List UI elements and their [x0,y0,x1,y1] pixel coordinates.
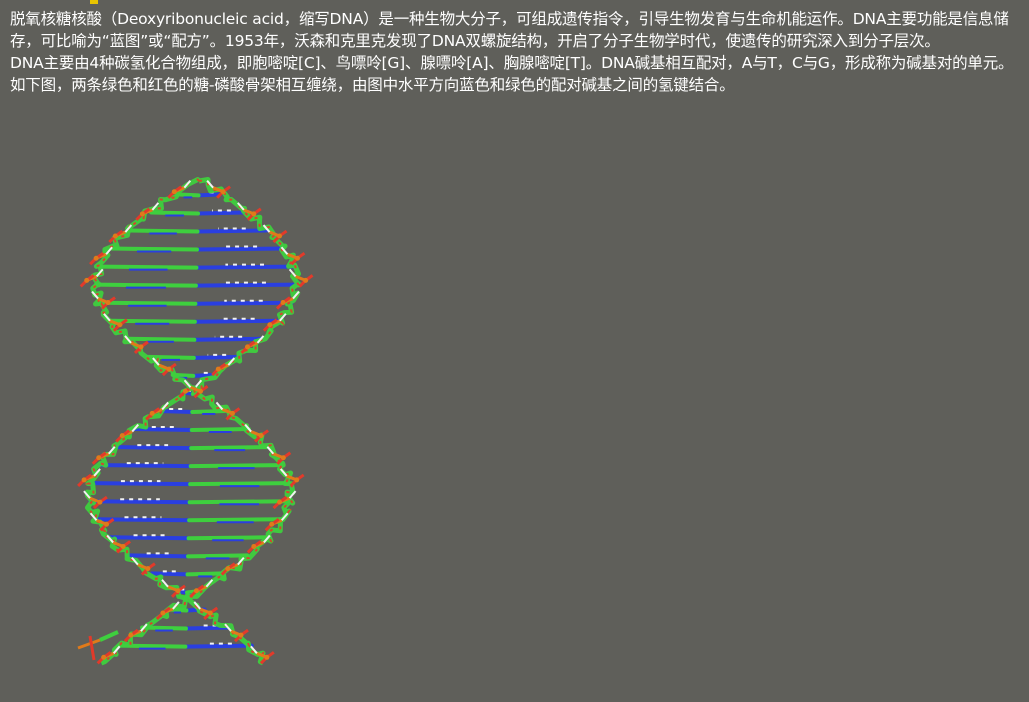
dna-helix-icon [77,177,314,666]
top-marker [90,0,98,4]
dna-double-helix-image [70,170,315,675]
article-text: 脱氧核糖核酸（Deoxyribonucleic acid，缩写DNA）是一种生物… [10,8,1022,96]
paragraph-dna-base-pairs: DNA主要由4种碳氢化合物组成，即胞嘧啶[C]、鸟嘌呤[G]、腺嘌呤[A]、胸腺… [10,54,1014,94]
paragraph-dna-definition: 脱氧核糖核酸（Deoxyribonucleic acid，缩写DNA）是一种生物… [10,10,1009,50]
